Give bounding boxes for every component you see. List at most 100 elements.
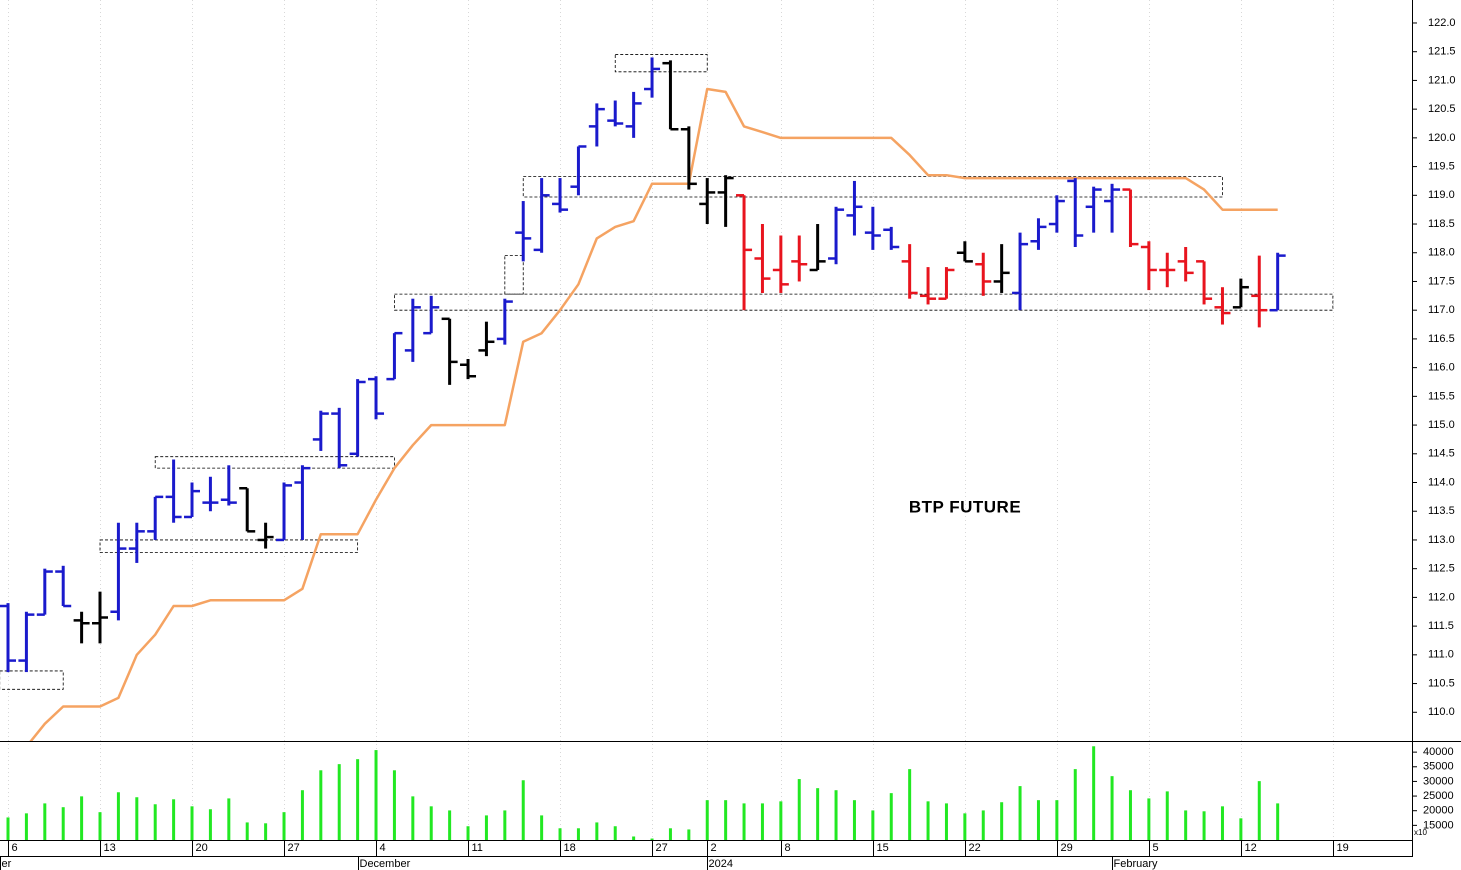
volume-bar <box>576 828 580 840</box>
volume-panel <box>6 746 1280 840</box>
x-tick-label: 6 <box>12 842 18 854</box>
x-tick-label: 27 <box>656 842 668 854</box>
volume-tick-label: 35000 <box>1423 761 1454 773</box>
y-tick-label: 120.5 <box>1428 103 1456 115</box>
volume-bar <box>558 828 562 840</box>
level-box <box>504 255 524 295</box>
y-tick-label: 114.0 <box>1428 476 1455 488</box>
volume-bar <box>1110 776 1114 840</box>
x-tick-label: 5 <box>1153 842 1159 854</box>
y-tick-label: 122.0 <box>1428 17 1456 29</box>
volume-bar <box>1000 802 1004 840</box>
volume-bar <box>80 796 84 840</box>
volume-bar <box>300 790 304 840</box>
volume-bar <box>466 826 470 840</box>
volume-bar <box>43 803 47 840</box>
x-tick-label: 13 <box>104 842 116 854</box>
volume-bar <box>190 806 194 840</box>
level-box <box>614 54 708 73</box>
volume-bar <box>687 829 691 840</box>
volume-bar <box>668 828 672 840</box>
volume-bar <box>742 803 746 840</box>
y-tick-label: 121.0 <box>1428 74 1456 86</box>
volume-bar <box>521 780 525 840</box>
y-tick-label: 110.0 <box>1428 706 1455 718</box>
level-box <box>154 456 395 469</box>
y-tick-label: 110.5 <box>1428 677 1455 689</box>
y-tick-label: 112.0 <box>1428 591 1455 603</box>
volume-bar <box>135 797 139 840</box>
volume-bar <box>337 764 341 840</box>
volume-bar <box>116 792 120 840</box>
volume-bar <box>503 810 507 840</box>
volume-bar <box>871 810 875 840</box>
x-tick-label: 22 <box>969 842 981 854</box>
level-box <box>394 293 1334 311</box>
month-label: December <box>360 858 411 870</box>
volume-bar <box>374 750 378 840</box>
volume-unit: x10 <box>1414 828 1427 837</box>
volume-bar <box>540 815 544 840</box>
y-tick-label: 115.5 <box>1428 390 1455 402</box>
x-tick-label: 18 <box>564 842 576 854</box>
price-panel <box>0 54 1334 741</box>
y-tick-label: 117.0 <box>1428 304 1455 316</box>
volume-bar <box>797 779 801 840</box>
volume-bar <box>1202 811 1206 840</box>
volume-bar <box>779 801 783 840</box>
volume-bar <box>613 826 617 840</box>
volume-bar <box>1220 806 1224 840</box>
volume-bar <box>1073 769 1077 840</box>
month-label: February <box>1114 858 1159 870</box>
volume-bar <box>1276 803 1280 840</box>
volume-bar <box>816 788 820 840</box>
volume-tick-label: 30000 <box>1423 775 1454 787</box>
volume-bar <box>1018 786 1022 840</box>
volume-bar <box>760 803 764 840</box>
axes: 110.0 110.5 111.0 111.5 112.0 112.5 113.0 113.5… <box>0 17 1456 870</box>
volume-bar <box>1055 800 1059 840</box>
volume-bar <box>245 822 249 840</box>
y-tick-label: 111.5 <box>1428 620 1454 632</box>
x-tick-label: 11 <box>472 842 483 854</box>
month-label: er <box>2 858 12 870</box>
volume-bar <box>6 817 10 840</box>
chart-title: BTP FUTURE <box>909 497 1021 516</box>
grid <box>8 0 1334 840</box>
volume-bar <box>926 801 930 840</box>
volume-bar <box>908 769 912 840</box>
volume-bar <box>208 809 212 840</box>
volume-bar <box>1092 746 1096 840</box>
volume-bar <box>172 799 176 840</box>
y-tick-label: 118.0 <box>1428 247 1455 259</box>
volume-bar <box>852 800 856 840</box>
x-tick-label: 12 <box>1245 842 1257 854</box>
y-tick-label: 112.5 <box>1428 563 1455 575</box>
volume-bar <box>1257 781 1261 840</box>
volume-bar <box>1165 791 1169 840</box>
y-tick-label: 121.5 <box>1428 46 1456 58</box>
volume-bar <box>1036 800 1040 840</box>
volume-bar <box>963 813 967 840</box>
y-tick-label: 119.5 <box>1428 160 1455 172</box>
x-tick-label: 20 <box>196 842 208 854</box>
trend-line <box>29 87 1278 741</box>
volume-bar <box>705 800 709 840</box>
volume-tick-label: 15000 <box>1423 819 1454 831</box>
y-tick-label: 113.5 <box>1428 505 1455 517</box>
volume-bar <box>153 804 157 840</box>
y-tick-label: 115.0 <box>1428 419 1455 431</box>
volume-bar <box>724 800 728 840</box>
volume-bar <box>392 770 396 840</box>
volume-bar <box>889 793 893 840</box>
volume-bar <box>595 822 599 840</box>
y-tick-label: 119.0 <box>1428 189 1455 201</box>
volume-bar <box>944 803 948 840</box>
x-tick-label: 27 <box>288 842 300 854</box>
x-tick-label: 19 <box>1337 842 1349 854</box>
volume-bar <box>411 796 415 840</box>
volume-bar <box>24 813 28 840</box>
volume-bar <box>282 812 286 840</box>
